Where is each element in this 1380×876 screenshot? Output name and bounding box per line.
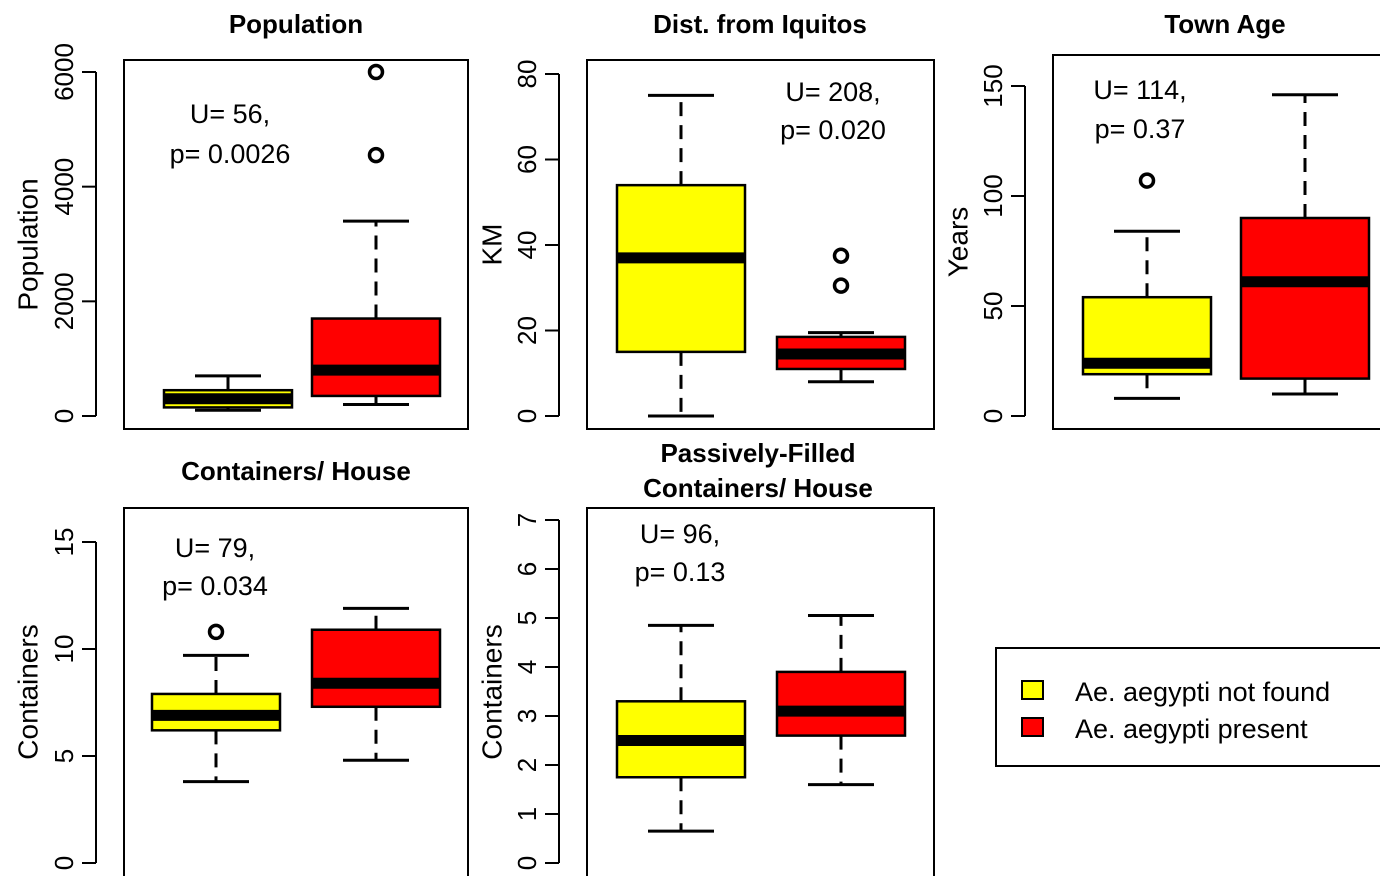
y-tick-label: 4000: [49, 158, 79, 216]
legend-swatch: [1021, 717, 1044, 737]
outlier-point: [367, 63, 385, 81]
y-tick-label: 100: [978, 174, 1008, 217]
y-tick-label: 6: [512, 562, 542, 576]
y-tick-label: 2: [512, 758, 542, 772]
box-iqr: [310, 317, 442, 398]
y-tick-label: 5: [512, 611, 542, 625]
panel-title: Containers/ House: [181, 456, 411, 486]
box-iqr: [775, 670, 907, 737]
test-statistic-annotation: p= 0.034: [162, 571, 268, 601]
legend-frame: [995, 647, 1380, 767]
panel-title: Passively-Filled: [660, 438, 855, 468]
outlier-point: [1138, 172, 1156, 189]
boxplot-panel: Dist. from Iquitos 0 20 40 60 80 KM U= 208, p= 0…: [477, 9, 935, 430]
legend-label: Ae. aegypti present: [1075, 714, 1308, 744]
y-tick-label: 0: [49, 409, 79, 423]
y-axis-label: Containers: [477, 624, 508, 759]
outlier-point: [367, 146, 385, 164]
test-statistic-annotation: p= 0.020: [780, 115, 886, 145]
panel-title: Population: [229, 9, 363, 39]
legend-label: Ae. aegypti not found: [1075, 677, 1330, 707]
y-axis-label: Years: [943, 207, 974, 278]
boxplot-panel: Containers/ House 0 5 10 15 Containers U= 79, p…: [13, 456, 469, 876]
y-tick-label: 60: [512, 145, 542, 174]
boxplot-panel: Town Age 0 50 100 150 Years U= 114, p= 0.37: [943, 9, 1380, 430]
plot-frame: [123, 507, 469, 876]
y-tick-label: 15: [49, 528, 79, 557]
y-tick-label: 0: [978, 409, 1008, 423]
boxplot-panel: Population 0 2000 4000 6000 Population U= 56, p…: [13, 9, 469, 430]
y-axis-label: Containers: [13, 624, 44, 759]
y-tick-label: 1: [512, 807, 542, 821]
y-tick-label: 20: [512, 316, 542, 345]
plot-frame: [1052, 54, 1380, 430]
y-tick-label: 2000: [49, 272, 79, 330]
y-tick-label: 5: [49, 749, 79, 763]
test-statistic-annotation: U= 79,: [175, 533, 255, 563]
y-tick-label: 4: [512, 660, 542, 674]
y-tick-label: 6000: [49, 43, 79, 101]
y-tick-label: 40: [512, 231, 542, 260]
panel-title: Town Age: [1164, 9, 1285, 39]
y-tick-label: 0: [512, 409, 542, 423]
y-tick-label: 10: [49, 635, 79, 664]
y-tick-label: 50: [978, 292, 1008, 321]
y-tick-label: 150: [978, 64, 1008, 107]
y-axis-label: KM: [477, 224, 508, 266]
box-iqr: [310, 628, 442, 709]
plot-frame: [586, 59, 935, 430]
panel-title: Containers/ House: [643, 473, 873, 503]
outlier-point: [832, 277, 850, 294]
test-statistic-annotation: p= 0.13: [635, 557, 726, 587]
plot-frame: [123, 59, 469, 430]
outlier-point: [832, 247, 850, 264]
outlier-point: [207, 623, 225, 641]
y-tick-label: 3: [512, 709, 542, 723]
box-iqr: [615, 183, 747, 354]
y-tick-label: 0: [49, 856, 79, 870]
legend: Ae. aegypti not found Ae. aegypti present: [995, 647, 1380, 767]
test-statistic-annotation: p= 0.37: [1095, 114, 1186, 144]
test-statistic-annotation: U= 56,: [190, 99, 270, 129]
boxplot-panel: Passively-Filled Containers/ House 0 1 2 3 4 5 6…: [477, 438, 935, 876]
y-tick-label: 80: [512, 60, 542, 89]
test-statistic-annotation: U= 96,: [640, 519, 720, 549]
test-statistic-annotation: U= 208,: [785, 77, 880, 107]
y-axis-label: Population: [13, 178, 44, 310]
test-statistic-annotation: p= 0.0026: [170, 139, 291, 169]
test-statistic-annotation: U= 114,: [1093, 75, 1186, 105]
box-iqr: [1239, 216, 1371, 380]
panel-title: Dist. from Iquitos: [653, 9, 867, 39]
legend-swatch: [1021, 680, 1044, 700]
plot-frame: [586, 507, 935, 876]
y-tick-label: 7: [512, 513, 542, 527]
y-tick-label: 0: [512, 856, 542, 870]
